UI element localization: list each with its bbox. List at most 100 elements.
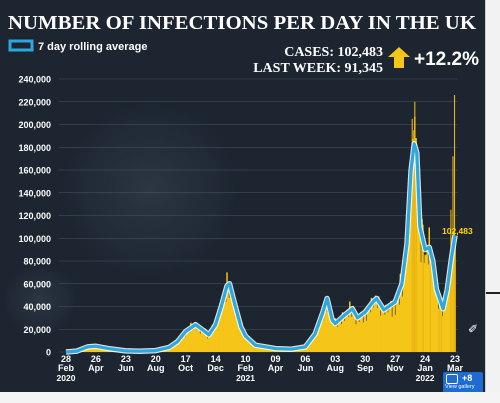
case-bar [434, 290, 437, 352]
case-bar [194, 322, 196, 352]
case-bar [383, 306, 385, 352]
case-bar [368, 305, 371, 352]
case-bar [244, 336, 247, 352]
case-bar [330, 313, 332, 352]
view-gallery-button[interactable]: +8 View gallery [443, 372, 483, 392]
case-bar [342, 314, 345, 352]
y-tick-label: 0 [46, 348, 51, 358]
case-bar [405, 261, 408, 352]
case-bar [401, 296, 404, 352]
case-bar [238, 320, 241, 352]
x-tick-month: Jan [417, 363, 433, 373]
case-bar [425, 254, 427, 352]
case-bar [390, 300, 392, 352]
page-margin-bottom [0, 392, 500, 403]
case-bar [377, 296, 380, 352]
case-bar [354, 314, 356, 352]
case-bar [171, 345, 174, 352]
case-bar [391, 316, 393, 352]
x-tick-month: Apr [268, 363, 284, 373]
case-bar-spike [440, 314, 442, 352]
share-icon[interactable]: ✐ [467, 322, 479, 336]
case-bar [309, 340, 312, 352]
case-bar [337, 321, 340, 352]
case-bar [172, 345, 175, 352]
case-bar [389, 307, 391, 352]
case-bar [208, 332, 211, 352]
x-tick-day: 28 [61, 354, 71, 364]
case-bar [318, 323, 320, 352]
case-bar [376, 307, 379, 352]
x-tick-day: 23 [121, 354, 131, 364]
case-bar [324, 309, 326, 352]
case-bar [345, 311, 348, 352]
case-bar [177, 342, 180, 352]
case-bar-spike [429, 245, 431, 352]
case-bar [91, 347, 93, 352]
case-bar [311, 339, 314, 352]
case-bar [388, 309, 390, 352]
case-bar [322, 320, 324, 352]
x-tick-day: 03 [330, 354, 340, 364]
case-bar [243, 335, 246, 352]
case-bar [189, 332, 191, 352]
case-bar [367, 305, 370, 352]
case-bar-spike [413, 130, 415, 352]
x-tick-year: 2020 [57, 373, 76, 383]
case-bar [349, 301, 351, 352]
case-bar [197, 324, 199, 352]
page-divider [485, 0, 486, 392]
y-tick-label: 120,000 [18, 211, 51, 221]
y-tick-label: 160,000 [18, 166, 51, 176]
case-bar [370, 297, 373, 352]
case-bar [333, 325, 336, 352]
case-bar [204, 328, 207, 352]
x-axis-labels: 28Feb202026Apr23Jun20Aug17Oct14Dec10Feb2… [57, 354, 464, 383]
case-bar [404, 265, 407, 352]
x-tick-day: 20 [151, 354, 161, 364]
case-bar [220, 310, 222, 352]
case-bar [245, 336, 248, 352]
case-bar [184, 336, 187, 352]
case-bar [443, 298, 446, 352]
case-bar [441, 315, 444, 352]
y-tick-label: 60,000 [23, 279, 51, 289]
case-bar [331, 320, 334, 352]
legend-label: 7 day rolling average [38, 41, 147, 53]
camera-icon [446, 374, 458, 384]
case-bar [335, 321, 338, 352]
case-bar [320, 317, 322, 352]
x-tick-day: 14 [211, 354, 221, 364]
case-bar [264, 347, 266, 352]
case-bar [395, 297, 397, 352]
case-bar [178, 338, 181, 352]
case-bar [183, 331, 186, 352]
last-week-summary: LAST WEEK: 91,345 [253, 61, 383, 76]
case-bar [417, 169, 419, 352]
case-bar [188, 327, 190, 352]
case-bar [237, 314, 240, 352]
case-bar [432, 261, 435, 352]
case-bar [209, 334, 212, 352]
case-bar [187, 332, 189, 352]
case-bar [356, 313, 358, 352]
case-bar [338, 320, 341, 352]
case-bar [240, 322, 243, 352]
case-bar [351, 317, 353, 352]
case-bar [234, 308, 237, 352]
case-bar [386, 306, 388, 352]
case-bar [353, 307, 355, 352]
cases-summary: CASES: 102,483 [284, 45, 383, 60]
rolling-average-path [65, 142, 457, 354]
case-bar [196, 329, 198, 352]
case-bar [369, 312, 372, 352]
case-bar [181, 339, 184, 352]
case-bar [400, 282, 403, 352]
case-bar [260, 346, 262, 352]
case-bar-spike [411, 118, 413, 352]
case-bar [364, 309, 367, 352]
case-bar [340, 324, 343, 352]
case-bar [241, 331, 244, 352]
case-bar [215, 318, 218, 352]
y-tick-label: 140,000 [18, 188, 51, 198]
